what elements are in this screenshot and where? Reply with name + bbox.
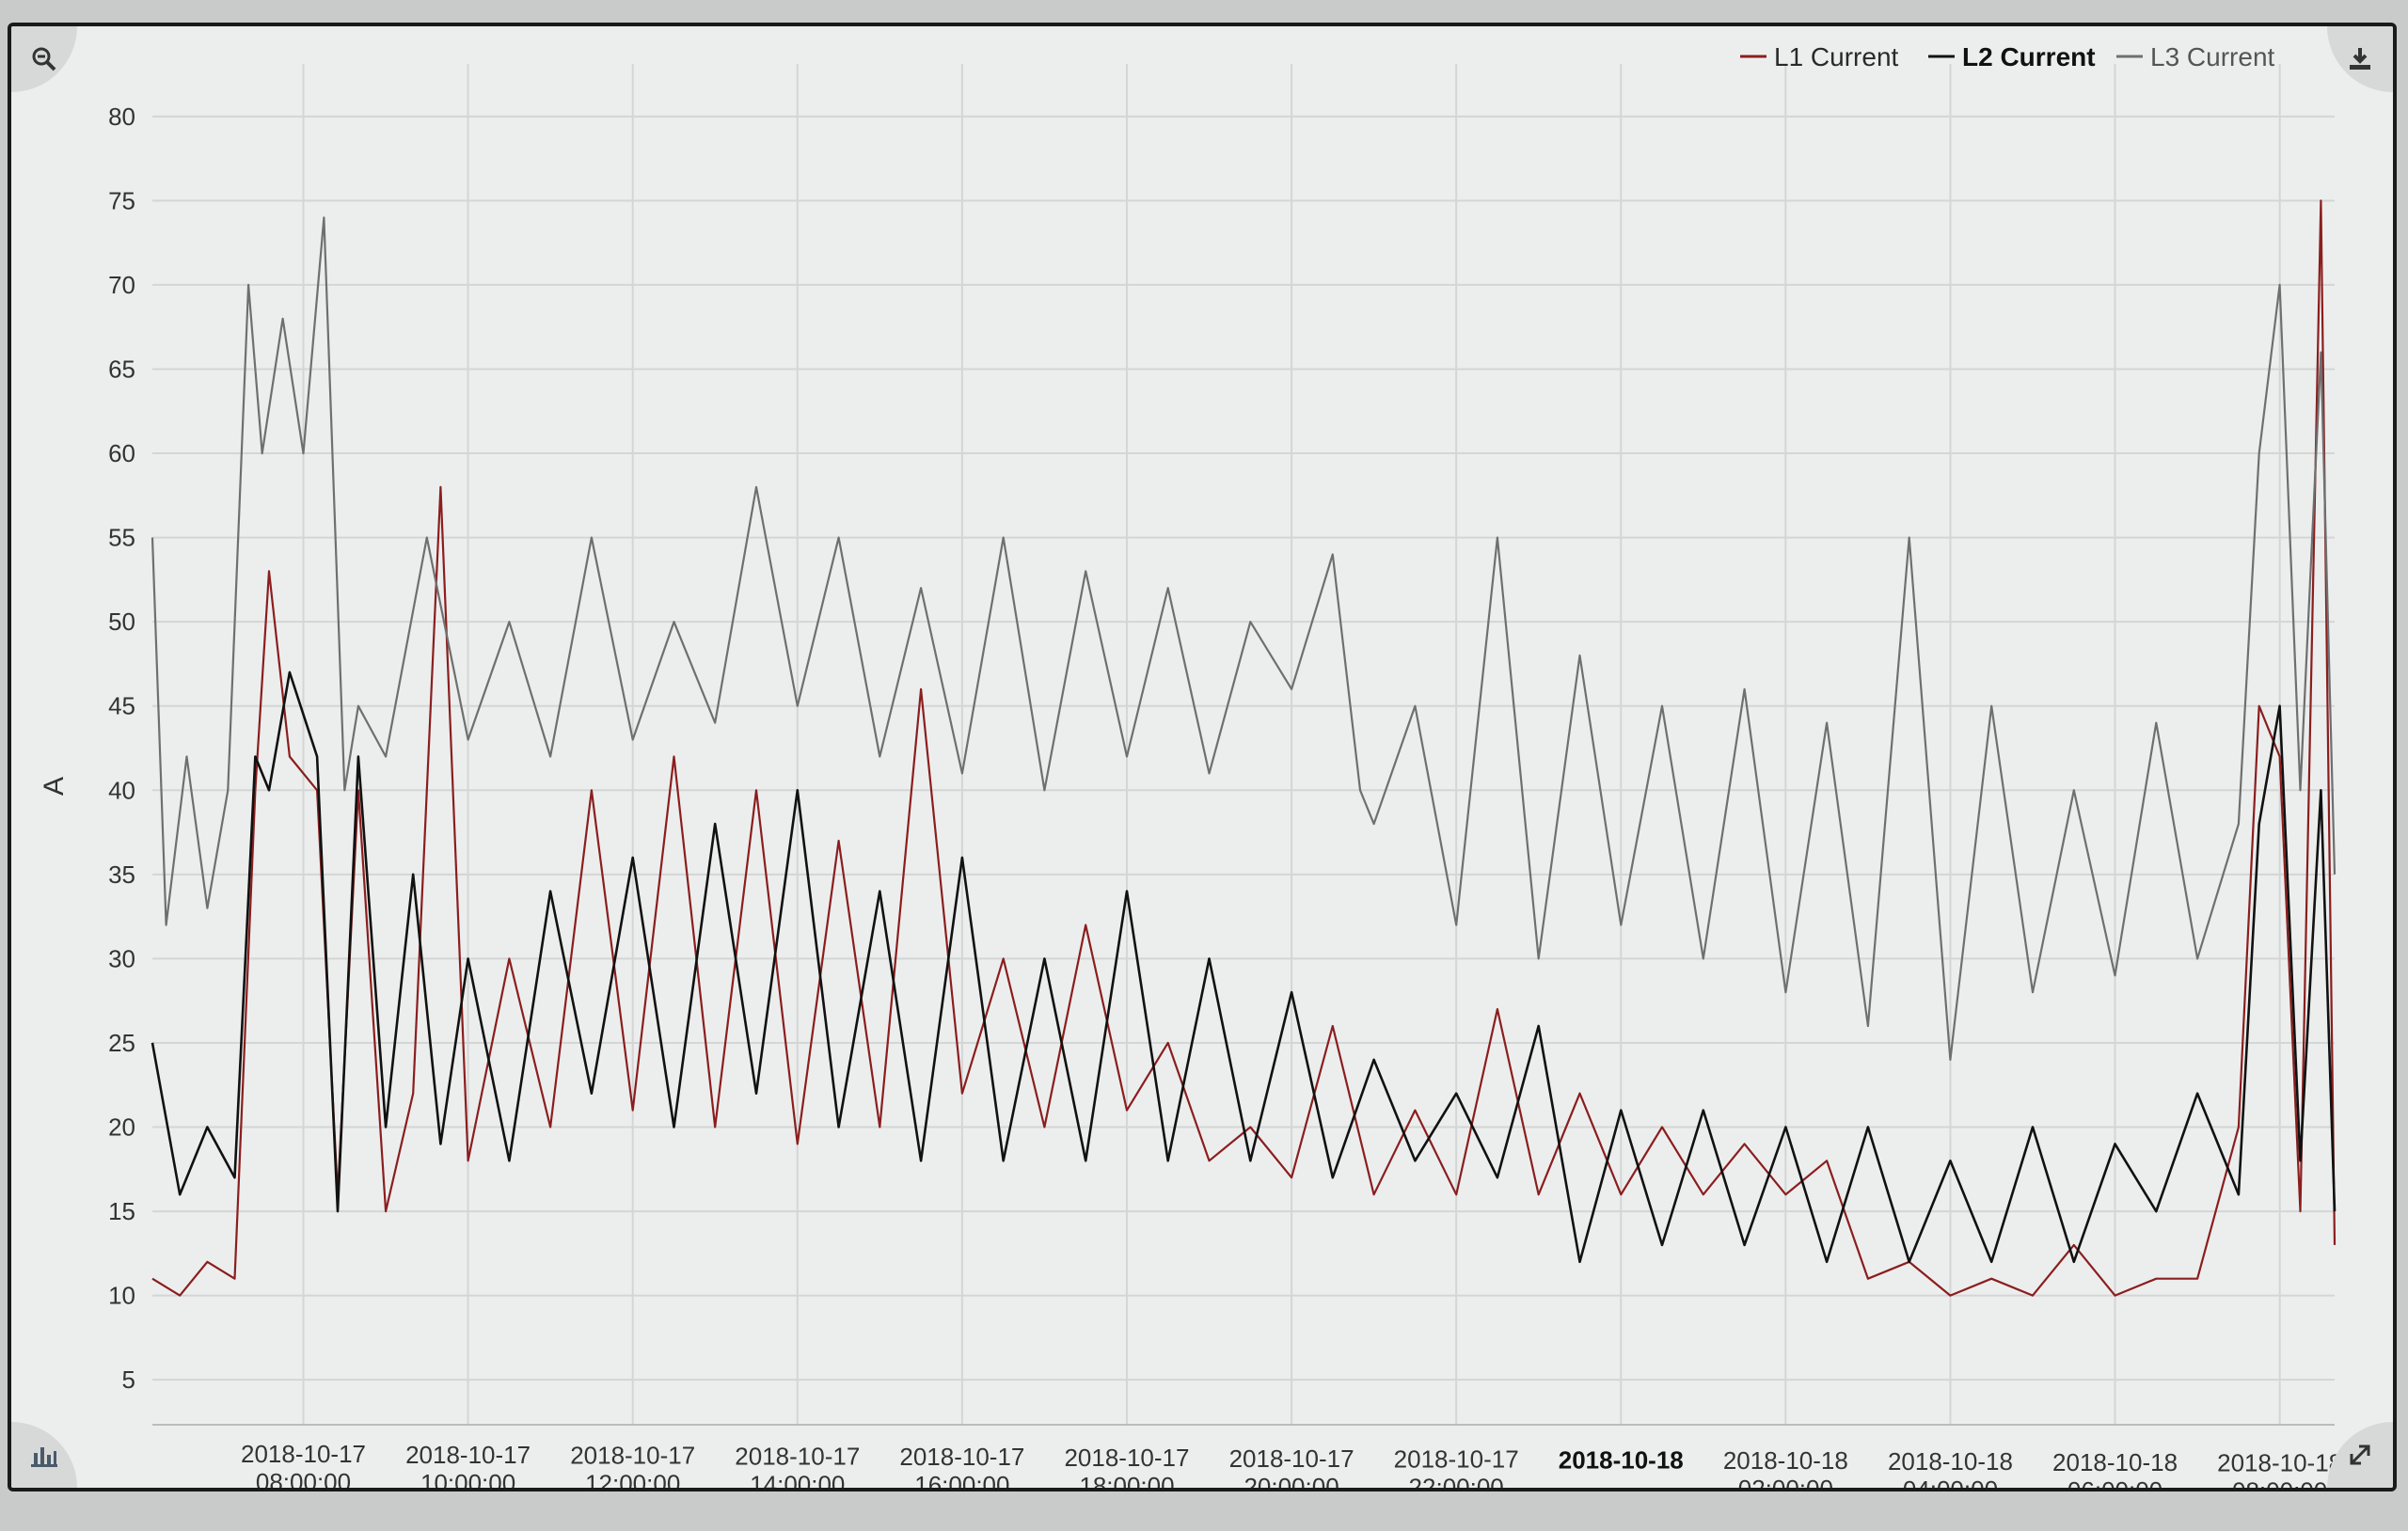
y-tick-label: 50: [108, 608, 135, 636]
y-tick-label: 60: [108, 439, 135, 467]
series-lines: [150, 199, 2337, 1297]
series-line: [150, 671, 2337, 1264]
x-tick-time: 18:00:00: [1079, 1472, 1174, 1488]
x-tick-date: 2018-10-18: [2052, 1448, 2178, 1476]
x-tick-date: 2018-10-18: [1888, 1447, 2013, 1476]
expand-icon: [2350, 1444, 2370, 1465]
y-tick-label: 5: [122, 1365, 135, 1394]
y-tick-label: 65: [108, 355, 135, 383]
x-tick-date: 2018-10-17: [405, 1441, 531, 1469]
y-axis: 5 10 15 20 25 30 35 40 45 50 55 60 65 70 75 80: [108, 103, 135, 1394]
series-line: [150, 216, 2337, 1062]
zoom-out-icon: [32, 47, 56, 71]
x-tick-time: 14:00:00: [750, 1470, 845, 1488]
chart-grid: [152, 64, 2335, 1426]
download-icon: [2350, 48, 2370, 70]
chart-svg: 5 10 15 20 25 30 35 40 45 50 55 60 65 70 75 80 2018-10-…: [39, 42, 2342, 1488]
series-0: [151, 199, 2337, 1297]
legend-item[interactable]: L3 Current: [2116, 42, 2275, 71]
y-tick-label: 25: [108, 1029, 135, 1057]
x-tick-date: 2018-10-17: [1229, 1444, 1354, 1473]
y-tick-label: 80: [108, 103, 135, 131]
legend-label: L2 Current: [1962, 42, 2096, 71]
x-tick-time: 16:00:00: [914, 1471, 1009, 1488]
x-tick-date: 2018-10-17: [1394, 1445, 1519, 1474]
series-line: [151, 199, 2337, 1297]
x-tick-date: 2018-10-17: [735, 1442, 860, 1470]
y-tick-label: 30: [108, 944, 135, 972]
x-tick-date: 2018-10-17: [570, 1442, 695, 1470]
y-tick-label: 20: [108, 1113, 135, 1142]
y-tick-label: 75: [108, 186, 135, 214]
x-tick-date: 2018-10-18: [1559, 1445, 1684, 1474]
x-tick-time: 06:00:00: [2067, 1476, 2162, 1488]
y-tick-label: 10: [108, 1282, 135, 1310]
x-tick-date: 2018-10-17: [241, 1440, 366, 1468]
x-tick-time: 08:00:00: [2232, 1477, 2327, 1488]
x-tick-time: 04:00:00: [1903, 1476, 1998, 1488]
legend: L1 Current L2 Current L3 Current: [1740, 42, 2275, 71]
x-tick: 2018-10-18: [1559, 1445, 1684, 1474]
x-tick: 2018-10-1804:00:00: [1888, 1447, 2013, 1488]
x-tick-date: 2018-10-17: [1064, 1444, 1189, 1472]
y-axis-label: A: [39, 777, 70, 796]
legend-item[interactable]: L2 Current: [1928, 42, 2096, 71]
series-2: [150, 216, 2337, 1062]
legend-label: L1 Current: [1774, 42, 1899, 71]
x-tick: 2018-10-1808:00:00: [2217, 1449, 2342, 1488]
x-tick-time: 12:00:00: [585, 1470, 680, 1488]
series-1: [150, 671, 2337, 1264]
x-axis: 2018-10-1708:00:002018-10-1710:00:002018…: [241, 1440, 2342, 1488]
y-tick-label: 35: [108, 860, 135, 889]
x-tick-time: 22:00:00: [1409, 1474, 1504, 1488]
legend-item[interactable]: L1 Current: [1740, 42, 1899, 71]
x-tick-time: 20:00:00: [1244, 1473, 1339, 1488]
x-tick-date: 2018-10-18: [1723, 1446, 1848, 1475]
y-tick-label: 40: [108, 776, 135, 804]
y-tick-label: 15: [108, 1197, 135, 1225]
y-tick-label: 55: [108, 524, 135, 552]
x-tick-date: 2018-10-17: [899, 1443, 1024, 1471]
x-tick-date: 2018-10-18: [2217, 1449, 2342, 1477]
chart-panel: 5 10 15 20 25 30 35 40 45 50 55 60 65 70 75 80 2018-10-…: [8, 23, 2397, 1492]
x-tick-time: 02:00:00: [1738, 1475, 1833, 1488]
x-tick-time: 08:00:00: [256, 1468, 351, 1488]
x-tick: 2018-10-1802:00:00: [1723, 1446, 1848, 1488]
legend-label: L3 Current: [2150, 42, 2275, 71]
bar-chart-icon: [31, 1447, 57, 1467]
y-tick-label: 45: [108, 692, 135, 720]
x-tick-time: 10:00:00: [420, 1469, 515, 1488]
x-tick: 2018-10-1806:00:00: [2052, 1448, 2178, 1488]
y-tick-label: 70: [108, 271, 135, 299]
